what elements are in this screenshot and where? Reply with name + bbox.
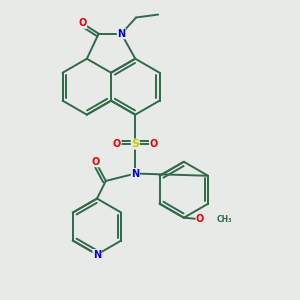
Text: S: S <box>131 139 139 149</box>
Text: O: O <box>149 139 158 149</box>
Text: N: N <box>117 29 125 39</box>
Text: O: O <box>78 18 87 28</box>
Text: O: O <box>113 139 121 149</box>
Text: CH₃: CH₃ <box>216 215 232 224</box>
Text: N: N <box>93 250 101 260</box>
Text: N: N <box>131 169 139 178</box>
Text: O: O <box>196 214 204 224</box>
Text: O: O <box>92 157 100 167</box>
